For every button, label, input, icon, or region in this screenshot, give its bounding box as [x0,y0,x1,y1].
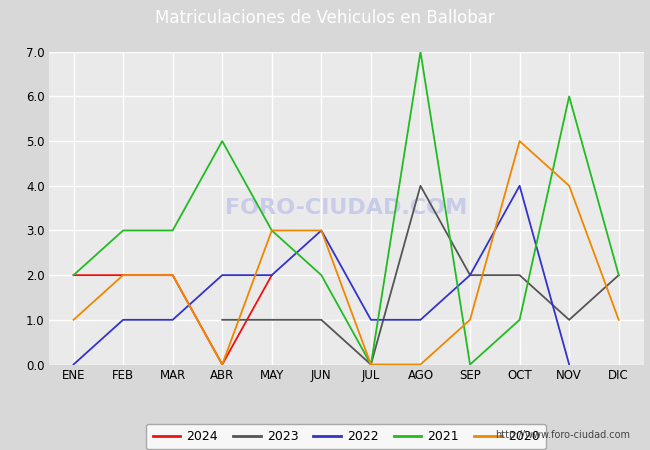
2021 [169,228,177,233]
2020 [218,362,226,367]
2023 [268,317,276,323]
2023 [317,317,325,323]
2022 [169,317,177,323]
2022 [119,317,127,323]
2022 [268,272,276,278]
2022 [317,228,325,233]
2021 [119,228,127,233]
2020 [466,317,474,323]
Line: 2021: 2021 [73,52,619,364]
2024 [218,362,226,367]
2024 [169,272,177,278]
2023 [367,362,375,367]
2020 [615,317,623,323]
2020 [119,272,127,278]
2020 [566,183,573,189]
2021 [417,49,424,54]
2020 [417,362,424,367]
Line: 2024: 2024 [73,275,272,364]
2022 [515,183,523,189]
2024 [70,272,77,278]
2024 [119,272,127,278]
2020 [169,272,177,278]
2021 [70,272,77,278]
2022 [367,317,375,323]
2024 [268,272,276,278]
2022 [70,362,77,367]
2021 [268,228,276,233]
2023 [417,183,424,189]
2020 [367,362,375,367]
2022 [466,272,474,278]
2021 [615,272,623,278]
Text: FORO-CIUDAD.COM: FORO-CIUDAD.COM [225,198,467,218]
2022 [566,362,573,367]
2021 [566,94,573,99]
2021 [218,139,226,144]
2020 [70,317,77,323]
2022 [218,272,226,278]
2023 [466,272,474,278]
2021 [466,362,474,367]
2022 [417,317,424,323]
2021 [367,362,375,367]
2020 [515,139,523,144]
2021 [515,317,523,323]
2020 [317,228,325,233]
Line: 2023: 2023 [222,186,619,364]
2023 [566,317,573,323]
Text: Matriculaciones de Vehiculos en Ballobar: Matriculaciones de Vehiculos en Ballobar [155,9,495,27]
2021 [317,272,325,278]
Text: http://www.foro-ciudad.com: http://www.foro-ciudad.com [495,430,630,440]
Line: 2020: 2020 [73,141,619,364]
2023 [218,317,226,323]
Legend: 2024, 2023, 2022, 2021, 2020: 2024, 2023, 2022, 2021, 2020 [146,424,546,450]
2023 [615,272,623,278]
2023 [515,272,523,278]
Line: 2022: 2022 [73,186,569,364]
2020 [268,228,276,233]
